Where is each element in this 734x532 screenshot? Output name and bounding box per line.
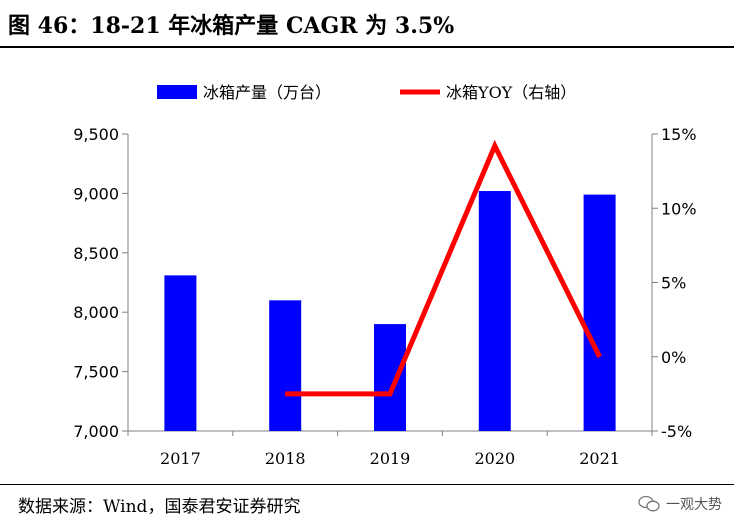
line-point [284,393,286,395]
tick-labels: 7,000 7,500 8,000 8,500 9,000 9,500 -5% 0% 5% 10%… [73,125,696,468]
bar [164,275,197,431]
figure-title: 图 46：18-21 年冰箱产量 CAGR 为 3.5% [8,13,455,39]
right-tick-label: 15% [661,125,697,144]
x-tick-label: 2021 [579,449,620,468]
bar-series [164,191,616,431]
left-tick-label: 7,500 [73,363,119,382]
legend-bar-label: 冰箱产量（万台） [203,83,331,102]
title-divider [0,46,734,48]
x-tick-label: 2020 [474,449,515,468]
right-tick-label: 5% [661,274,686,293]
watermark: 一观大势 [638,494,722,514]
chart: 冰箱产量（万台） 冰箱YOY（右轴） 7,000 7,500 8,000 8,500 9,… [73,83,696,468]
wechat-icon [638,495,660,512]
line-series [284,139,602,397]
bar [269,300,302,431]
x-tick-label: 2019 [370,449,411,468]
right-tick-label: -5% [661,422,692,441]
legend-line-label: 冰箱YOY（右轴） [446,83,576,102]
left-tick-label: 9,500 [73,125,119,144]
line-point [389,393,391,395]
left-tick-label: 8,500 [73,244,119,263]
x-tick-label: 2018 [265,449,306,468]
line-point [494,145,496,147]
yoy-line [285,139,602,397]
left-tick-label: 9,000 [73,184,119,203]
left-tick-label: 7,000 [73,422,119,441]
right-tick-label: 10% [661,199,697,218]
bar [374,324,406,431]
watermark-text: 一观大势 [666,497,722,513]
bar [478,191,511,431]
legend-bar-swatch [157,85,197,99]
bar [583,194,616,431]
left-tick-label: 8,000 [73,303,119,322]
right-tick-label: 0% [661,348,686,367]
line-point [599,356,601,358]
legend: 冰箱产量（万台） 冰箱YOY（右轴） [157,83,576,102]
source-divider [0,484,734,485]
source-note: 数据来源：Wind，国泰君安证券研究 [18,497,301,517]
x-tick-label: 2017 [160,449,201,468]
